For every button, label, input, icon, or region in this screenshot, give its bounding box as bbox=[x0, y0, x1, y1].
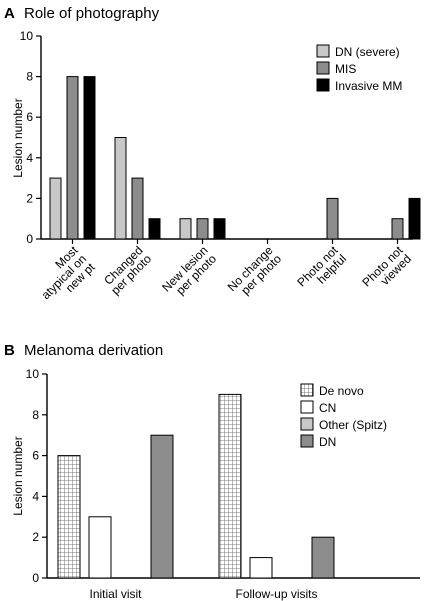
y-tick-label: 2 bbox=[26, 191, 33, 205]
x-category-label: Mostatypical onnew pt bbox=[30, 243, 98, 311]
legend-label-cn: CN bbox=[319, 401, 336, 415]
legend-swatch-dn-severe bbox=[316, 44, 330, 58]
bar-invasive-mm-most-atypical-on-new-pt bbox=[83, 76, 96, 240]
bar-cn-initial-visit bbox=[88, 516, 112, 579]
bar-invasive-mm-changed-per-photo bbox=[148, 218, 161, 240]
bar-dn-severe-most-atypical-on-new-pt bbox=[49, 177, 62, 240]
y-tick-label: 8 bbox=[26, 70, 33, 84]
bar-dn-severe-new-lesion-per-photo bbox=[179, 218, 192, 240]
legend-label-dn: DN bbox=[319, 435, 336, 449]
panel-b-legend: De novo CN Other (Spitz) DN bbox=[300, 383, 387, 449]
legend-swatch-dn bbox=[300, 434, 314, 448]
panel-a-bars bbox=[49, 76, 421, 240]
y-tick-label: 6 bbox=[32, 449, 39, 463]
x-category-label: Initial visit bbox=[89, 587, 142, 601]
x-category-label: Follow-up visits bbox=[235, 587, 317, 601]
y-tick-label: 4 bbox=[32, 489, 39, 503]
legend-swatch-invasive-mm bbox=[316, 78, 330, 92]
bar-mis-changed-per-photo bbox=[131, 177, 144, 240]
panel-b-y-axis-title: Lesion number bbox=[11, 436, 25, 515]
bar-cn-follow-up-visits bbox=[249, 557, 273, 579]
panel-b-bars bbox=[57, 393, 335, 579]
bar-mis-new-lesion-per-photo bbox=[196, 218, 209, 240]
legend-label-invasive-mm: Invasive MM bbox=[335, 79, 402, 93]
y-tick-label: 10 bbox=[26, 367, 40, 381]
panel-a-chart: A Role of photography Lesion number 0 2 4 6… bbox=[4, 5, 421, 311]
y-tick-label: 0 bbox=[26, 232, 33, 246]
x-category-label: No changeper photo bbox=[225, 243, 285, 303]
legend-label-other-spitz: Other (Spitz) bbox=[319, 418, 387, 432]
legend-swatch-cn bbox=[300, 400, 314, 414]
bar-mis-most-atypical-on-new-pt bbox=[66, 76, 79, 240]
x-category-label: Changedper photo bbox=[100, 243, 154, 297]
bar-dn-initial-visit bbox=[150, 434, 174, 579]
bar-dn-follow-up-visits bbox=[311, 536, 335, 579]
y-tick-label: 4 bbox=[26, 151, 33, 165]
x-category-label: Photo notviewed bbox=[359, 243, 414, 298]
panel-b-chart: B Melanoma derivation Lesion number 0 2 4 6… bbox=[4, 342, 420, 601]
x-category-label: New lesionper photo bbox=[159, 243, 219, 303]
legend-label-mis: MIS bbox=[335, 62, 356, 76]
y-tick-label: 6 bbox=[26, 110, 33, 124]
panel-b-letter: B bbox=[4, 342, 15, 359]
bar-mis-photo-not-viewed bbox=[391, 218, 404, 240]
panel-a-letter: A bbox=[4, 5, 15, 22]
y-tick-label: 10 bbox=[20, 29, 34, 43]
legend-swatch-other-spitz bbox=[300, 417, 314, 431]
legend-swatch-mis bbox=[316, 61, 330, 75]
bar-de-novo-follow-up-visits bbox=[218, 393, 242, 579]
y-tick-label: 8 bbox=[32, 408, 39, 422]
bar-de-novo-initial-visit bbox=[57, 455, 81, 579]
panel-a-legend: DN (severe) MIS Invasive MM bbox=[316, 44, 402, 93]
bar-dn-severe-changed-per-photo bbox=[114, 137, 127, 240]
bar-invasive-mm-photo-not-viewed bbox=[408, 197, 421, 240]
x-category-label: Photo nothelpful bbox=[294, 243, 349, 298]
legend-label-de-novo: De novo bbox=[319, 384, 364, 398]
panel-a-title: Role of photography bbox=[24, 5, 160, 22]
panel-a-y-axis-title: Lesion number bbox=[11, 98, 25, 177]
bar-mis-photo-not-helpful bbox=[326, 197, 339, 240]
panel-b-title: Melanoma derivation bbox=[24, 342, 163, 359]
y-tick-label: 2 bbox=[32, 530, 39, 544]
legend-label-dn-severe: DN (severe) bbox=[335, 45, 400, 59]
bar-invasive-mm-new-lesion-per-photo bbox=[213, 218, 226, 240]
y-tick-label: 0 bbox=[32, 571, 39, 585]
legend-swatch-de-novo bbox=[300, 383, 314, 397]
